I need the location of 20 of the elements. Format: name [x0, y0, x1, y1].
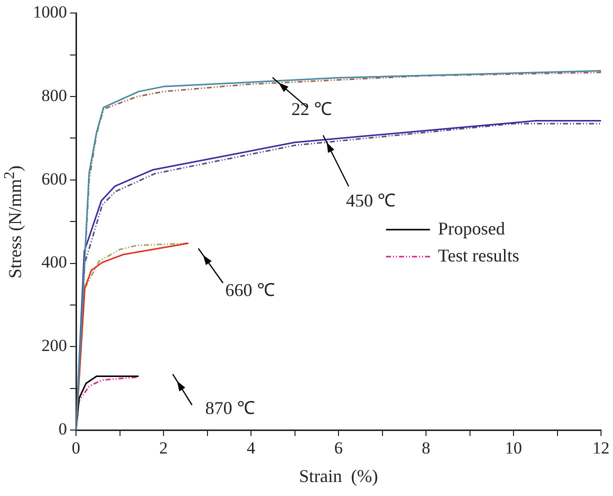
x-tick-label: 8	[422, 438, 430, 458]
x-tick-label: 4	[246, 438, 256, 458]
annotation: 450 ℃	[346, 190, 396, 211]
y-tick-label: 600	[42, 169, 67, 188]
y-tick-label: 200	[42, 336, 67, 356]
annotation: 22 ℃	[291, 98, 332, 119]
x-axis-title: Strain (%)	[299, 466, 378, 486]
y-tick-label: 1000	[33, 2, 67, 22]
legend-label: Test results	[438, 245, 520, 266]
y-tick-label: 400	[42, 252, 67, 272]
annotation: 660 ℃	[225, 280, 275, 300]
y-tick-label: 800	[42, 86, 67, 106]
x-tick-label: 0	[72, 438, 80, 458]
legend-label: Proposed	[438, 218, 505, 238]
annotation: 870 ℃	[205, 398, 255, 418]
x-tick-label: 12	[592, 438, 610, 458]
x-tick-label: 2	[159, 438, 168, 458]
x-tick-label: 10	[505, 438, 522, 458]
x-tick-label: 6	[334, 438, 343, 458]
y-tick-label: 0	[58, 419, 67, 438]
